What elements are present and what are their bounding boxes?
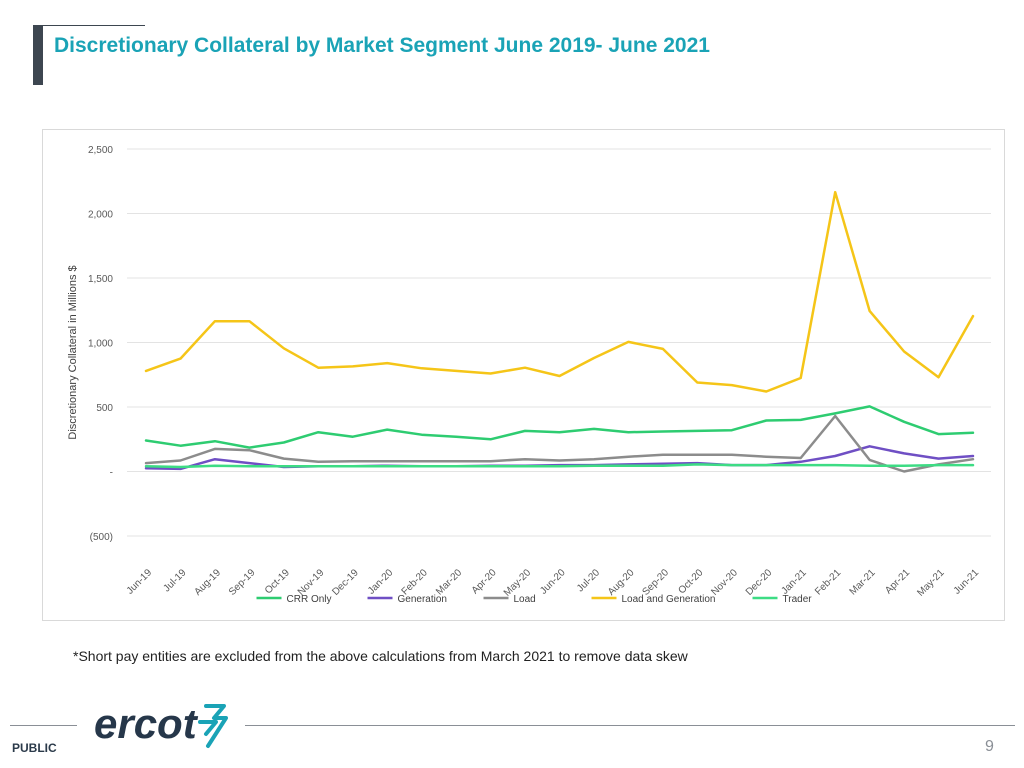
line-chart: 2,500 2,000 1,500 1,000 500 - (500) Discretiona… xyxy=(67,145,991,605)
x-tick-label: May-21 xyxy=(915,567,947,599)
title-accent-line xyxy=(43,25,145,26)
x-tick-label: Feb-21 xyxy=(813,567,843,597)
x-tick-label: Mar-20 xyxy=(434,567,464,597)
x-tick-label: Oct-19 xyxy=(263,567,292,596)
x-tick-label: Jun-20 xyxy=(538,567,568,597)
x-tick-label: Jul-20 xyxy=(575,567,602,594)
footer-divider-left xyxy=(10,725,77,726)
series-line-crr-only xyxy=(144,405,975,449)
x-tick-label: Jun-19 xyxy=(125,567,155,597)
x-tick-label: Jul-19 xyxy=(162,567,189,594)
legend-label: Generation xyxy=(398,594,447,605)
x-tick-label: Oct-20 xyxy=(676,567,705,596)
y-tick-label: 500 xyxy=(96,403,113,414)
x-tick-label: Jan-21 xyxy=(779,567,809,597)
footnote: *Short pay entities are excluded from th… xyxy=(73,648,688,664)
y-tick-label: 1,000 xyxy=(88,339,113,350)
x-tick-label: Jan-20 xyxy=(366,567,396,597)
legend-label: Load and Generation xyxy=(622,594,716,605)
y-tick-label: 1,500 xyxy=(88,274,113,285)
chart-frame: 2,500 2,000 1,500 1,000 500 - (500) Discretiona… xyxy=(42,129,1005,621)
legend-label: Trader xyxy=(783,594,813,605)
ercot-logo: ercot xyxy=(94,700,228,748)
footer-divider-right xyxy=(245,725,1015,726)
series-line-trader xyxy=(144,463,975,469)
logo-mark-icon xyxy=(198,704,228,748)
footer-public-label: PUBLIC xyxy=(12,741,57,755)
series-line-load xyxy=(144,414,975,473)
x-tick-label: Apr-21 xyxy=(883,567,912,596)
x-tick-label: Feb-20 xyxy=(400,567,430,597)
slide-title: Discretionary Collateral by Market Segme… xyxy=(54,34,710,57)
legend-label: CRR Only xyxy=(287,594,332,605)
x-tick-label: Mar-21 xyxy=(848,567,878,597)
logo-wordmark: ercot xyxy=(94,700,199,747)
x-tick-label: Aug-19 xyxy=(192,567,223,598)
y-tick-label: 2,000 xyxy=(88,210,113,221)
y-tick-label: (500) xyxy=(90,532,113,543)
x-tick-label: Jun-21 xyxy=(952,567,982,597)
x-tick-label: Apr-20 xyxy=(470,567,499,596)
y-axis-label: Discretionary Collateral in Millions $ xyxy=(67,265,79,439)
x-tick-label: Dec-19 xyxy=(330,567,361,598)
series-line-load-and-generation xyxy=(144,190,975,393)
y-tick-label: - xyxy=(110,468,113,479)
title-accent-bar xyxy=(33,25,43,85)
y-tick-label: 2,500 xyxy=(88,145,113,156)
x-tick-label: Sep-19 xyxy=(227,567,258,598)
page-number: 9 xyxy=(985,738,994,755)
legend-label: Load xyxy=(514,594,536,605)
x-tick-label: Dec-20 xyxy=(744,567,775,598)
